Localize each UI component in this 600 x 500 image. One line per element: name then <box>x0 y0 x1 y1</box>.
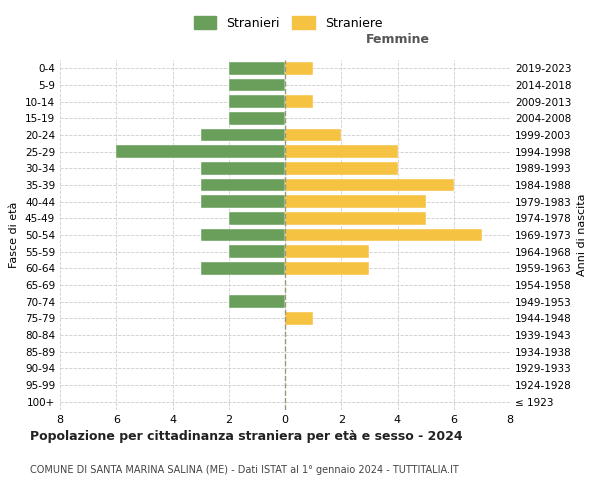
Text: Femmine: Femmine <box>365 33 430 46</box>
Bar <box>285 96 313 108</box>
Bar <box>285 246 370 258</box>
Bar <box>200 262 285 274</box>
Bar <box>285 212 425 224</box>
Text: Popolazione per cittadinanza straniera per età e sesso - 2024: Popolazione per cittadinanza straniera p… <box>30 430 463 443</box>
Bar <box>200 129 285 141</box>
Bar <box>200 229 285 241</box>
Bar <box>229 79 285 92</box>
Bar <box>285 62 313 74</box>
Bar <box>200 179 285 192</box>
Text: COMUNE DI SANTA MARINA SALINA (ME) - Dati ISTAT al 1° gennaio 2024 - TUTTITALIA.: COMUNE DI SANTA MARINA SALINA (ME) - Dat… <box>30 465 459 475</box>
Bar <box>285 146 398 158</box>
Bar <box>285 162 398 174</box>
Bar <box>285 179 454 192</box>
Bar <box>200 162 285 174</box>
Bar <box>229 296 285 308</box>
Bar <box>285 312 313 324</box>
Bar <box>116 146 285 158</box>
Bar <box>285 229 482 241</box>
Bar <box>285 129 341 141</box>
Y-axis label: Anni di nascita: Anni di nascita <box>577 194 587 276</box>
Bar <box>229 62 285 74</box>
Bar <box>229 246 285 258</box>
Bar <box>229 112 285 124</box>
Bar <box>285 262 370 274</box>
Bar <box>229 212 285 224</box>
Bar <box>200 196 285 208</box>
Bar <box>229 96 285 108</box>
Y-axis label: Fasce di età: Fasce di età <box>10 202 19 268</box>
Legend: Stranieri, Straniere: Stranieri, Straniere <box>189 11 387 35</box>
Bar <box>285 196 425 208</box>
